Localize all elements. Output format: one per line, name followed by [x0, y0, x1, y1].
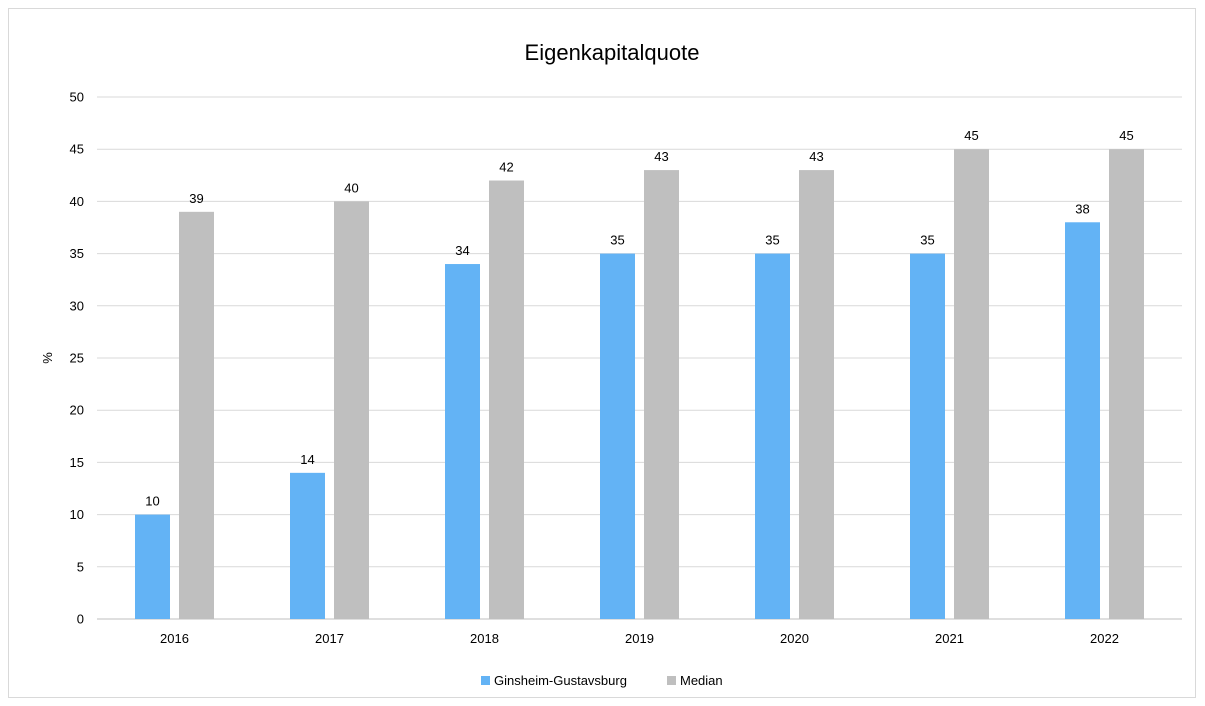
y-tick-label: 15 — [70, 455, 84, 470]
y-tick-label: 5 — [77, 559, 84, 574]
data-label: 45 — [1119, 128, 1133, 143]
data-labels: 10 39 14 40 34 42 35 43 35 43 35 45 38 45 — [145, 128, 1133, 508]
y-tick-label: 50 — [70, 90, 84, 105]
y-tick-label: 35 — [70, 246, 84, 261]
data-label: 10 — [145, 494, 159, 509]
x-axis-ticks: 2016 2017 2018 2019 2020 2021 2022 — [160, 631, 1119, 646]
data-label: 35 — [765, 233, 779, 248]
data-label: 40 — [344, 180, 358, 195]
y-tick-label: 40 — [70, 194, 84, 209]
x-tick-label: 2018 — [470, 631, 499, 646]
data-label: 35 — [920, 233, 934, 248]
bar-ginsheim — [910, 253, 945, 619]
data-label: 43 — [809, 149, 823, 164]
x-tick-label: 2020 — [780, 631, 809, 646]
data-label: 42 — [499, 160, 513, 175]
y-tick-label: 20 — [70, 403, 84, 418]
bar-ginsheim — [1065, 222, 1100, 619]
data-label: 14 — [300, 452, 314, 467]
y-tick-label: 0 — [77, 612, 84, 627]
data-label: 45 — [964, 128, 978, 143]
bar-median — [1109, 149, 1144, 619]
bar-median — [179, 211, 214, 619]
legend-swatch — [667, 676, 676, 685]
y-tick-label: 25 — [70, 351, 84, 366]
bar-ginsheim — [445, 264, 480, 619]
chart-title: Eigenkapitalquote — [525, 40, 700, 65]
bar-ginsheim — [600, 253, 635, 619]
legend-label: Median — [680, 673, 723, 688]
x-tick-label: 2017 — [315, 631, 344, 646]
x-tick-label: 2022 — [1090, 631, 1119, 646]
bars — [135, 149, 1144, 619]
bar-median — [954, 149, 989, 619]
y-tick-label: 45 — [70, 142, 84, 157]
y-tick-label: 30 — [70, 298, 84, 313]
bar-ginsheim — [135, 514, 170, 619]
x-tick-label: 2019 — [625, 631, 654, 646]
y-axis-ticks: 0 5 10 15 20 25 30 35 40 45 50 — [70, 90, 84, 627]
bar-median — [334, 201, 369, 619]
data-label: 34 — [455, 243, 469, 258]
legend: Ginsheim-Gustavsburg Median — [481, 673, 723, 688]
x-tick-label: 2016 — [160, 631, 189, 646]
bar-ginsheim — [755, 253, 790, 619]
bar-median — [489, 180, 524, 619]
legend-swatch — [481, 676, 490, 685]
bar-median — [799, 170, 834, 619]
x-tick-label: 2021 — [935, 631, 964, 646]
bar-median — [644, 170, 679, 619]
data-label: 43 — [654, 149, 668, 164]
bar-ginsheim — [290, 472, 325, 619]
y-tick-label: 10 — [70, 507, 84, 522]
gridlines — [97, 96, 1182, 620]
y-axis-label: % — [40, 352, 55, 364]
data-label: 35 — [610, 233, 624, 248]
data-label: 38 — [1075, 201, 1089, 216]
legend-label: Ginsheim-Gustavsburg — [494, 673, 627, 688]
data-label: 39 — [189, 191, 203, 206]
